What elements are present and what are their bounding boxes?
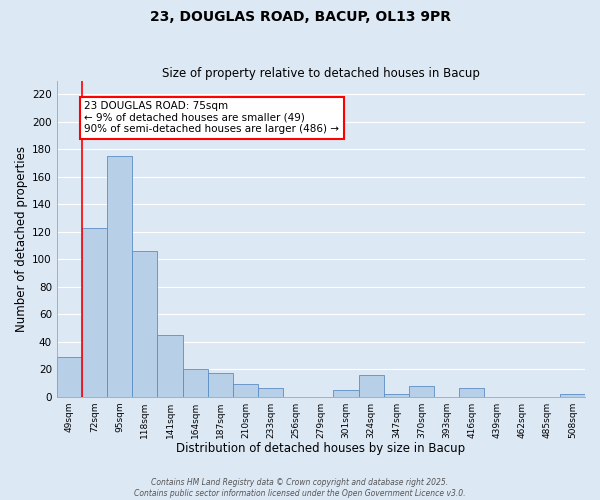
Bar: [107, 156, 132, 396]
Bar: [459, 388, 484, 396]
Y-axis label: Number of detached properties: Number of detached properties: [15, 146, 28, 332]
Text: Contains HM Land Registry data © Crown copyright and database right 2025.
Contai: Contains HM Land Registry data © Crown c…: [134, 478, 466, 498]
Text: 23 DOUGLAS ROAD: 75sqm
← 9% of detached houses are smaller (49)
90% of semi-deta: 23 DOUGLAS ROAD: 75sqm ← 9% of detached …: [85, 102, 340, 134]
Bar: [384, 394, 409, 396]
Bar: [258, 388, 283, 396]
Bar: [132, 251, 157, 396]
Title: Size of property relative to detached houses in Bacup: Size of property relative to detached ho…: [162, 66, 480, 80]
Bar: [334, 390, 359, 396]
Bar: [57, 357, 82, 397]
Bar: [82, 228, 107, 396]
Bar: [359, 374, 384, 396]
Bar: [233, 384, 258, 396]
Bar: [208, 373, 233, 396]
X-axis label: Distribution of detached houses by size in Bacup: Distribution of detached houses by size …: [176, 442, 466, 455]
Text: 23, DOUGLAS ROAD, BACUP, OL13 9PR: 23, DOUGLAS ROAD, BACUP, OL13 9PR: [149, 10, 451, 24]
Bar: [182, 369, 208, 396]
Bar: [560, 394, 585, 396]
Bar: [409, 386, 434, 396]
Bar: [157, 335, 182, 396]
